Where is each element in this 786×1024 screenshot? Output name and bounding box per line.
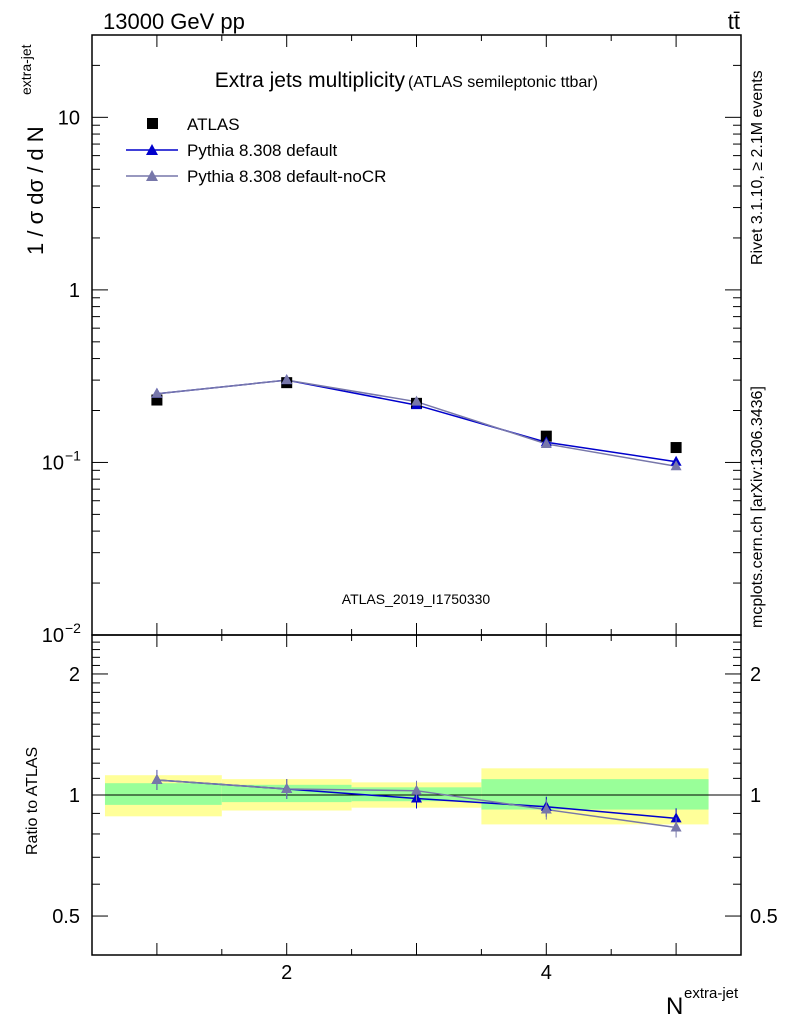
ratio-y-tick-label: 1 — [69, 785, 80, 807]
y-tick-label: 10 — [42, 452, 64, 474]
ratio-nocr-point — [281, 782, 293, 793]
y-tick-label: 10 — [58, 107, 80, 129]
ratio-default-point — [670, 812, 682, 823]
ratio-uncertainty-bands — [104, 768, 709, 825]
atlas-data-point — [151, 394, 163, 406]
main-data-points — [151, 374, 682, 471]
nocr-point — [670, 460, 682, 471]
nocr-point — [281, 374, 293, 385]
atlas-data-point — [540, 430, 552, 442]
y-tick-label: 10 — [42, 625, 64, 647]
inner-band — [104, 783, 222, 805]
x-tick-label: 2 — [281, 962, 292, 984]
ratio-y-label: Ratio to ATLAS — [24, 747, 41, 855]
y-tick-label-exponent: −2 — [65, 620, 81, 636]
main-y-label-sup: extra-jet — [18, 44, 34, 95]
nocr-point — [151, 387, 163, 398]
ratio-data-points — [151, 769, 682, 838]
mcplots-label: mcplots.cern.ch [arXiv:1306.3436] — [749, 386, 766, 628]
x-tick-label: 4 — [541, 962, 552, 984]
legend-marker-atlas — [147, 118, 158, 129]
ratio-nocr-point — [151, 773, 163, 784]
nocr-point — [540, 437, 552, 448]
ratio-y-tick-label: 0.5 — [52, 906, 80, 928]
x-axis-label-text: N — [666, 993, 683, 1020]
y-tick-label: 1 — [69, 280, 80, 302]
process-label: tt̄ — [728, 9, 740, 34]
analysis-label: ATLAS_2019_I1750330 — [342, 591, 491, 607]
x-axis-label: N extra-jet — [666, 985, 739, 1020]
legend-marker-default — [146, 144, 158, 155]
legend-label-atlas: ATLAS — [187, 115, 240, 134]
ratio-y-tick-label-right: 1 — [750, 785, 761, 807]
ratio-y-tick-label-right: 0.5 — [750, 906, 778, 928]
default-series-line — [156, 379, 677, 463]
energy-label: 13000 GeV pp — [103, 9, 245, 34]
y-tick-label-exponent: −1 — [65, 447, 81, 463]
main-y-label-text: 1 / σ dσ / d N — [23, 126, 48, 255]
ratio-nocr-point — [411, 784, 422, 795]
main-title: Extra jets multiplicity — [215, 69, 406, 92]
main-series-lines — [156, 379, 677, 468]
ratio-nocr-point — [540, 803, 552, 814]
legend-label-default: Pythia 8.308 default — [187, 141, 338, 160]
ratio-nocr-point — [670, 821, 682, 832]
nocr-series-line — [156, 379, 677, 468]
legend-label-nocr: Pythia 8.308 default-noCR — [187, 167, 386, 186]
main-y-label: 1 / σ dσ / d N extra-jet — [18, 44, 48, 255]
legend-marker-nocr — [146, 170, 158, 181]
ratio-axis-ticks: 0.5 0.5 1 1 2 2 2 4 — [52, 634, 778, 984]
ratio-y-tick-label-right: 2 — [750, 664, 761, 686]
nocr-point — [411, 395, 422, 406]
ratio-y-tick-label: 2 — [69, 664, 80, 686]
main-subtitle: (ATLAS semileptonic ttbar) — [408, 74, 598, 91]
atlas-data-point — [670, 442, 682, 454]
ratio-plot-frame — [91, 634, 742, 956]
x-axis-label-sup: extra-jet — [684, 985, 739, 1002]
legend: ATLAS Pythia 8.308 default Pythia 8.308 … — [126, 115, 386, 186]
rivet-label: Rivet 3.1.10, ≥ 2.1M events — [749, 70, 766, 265]
